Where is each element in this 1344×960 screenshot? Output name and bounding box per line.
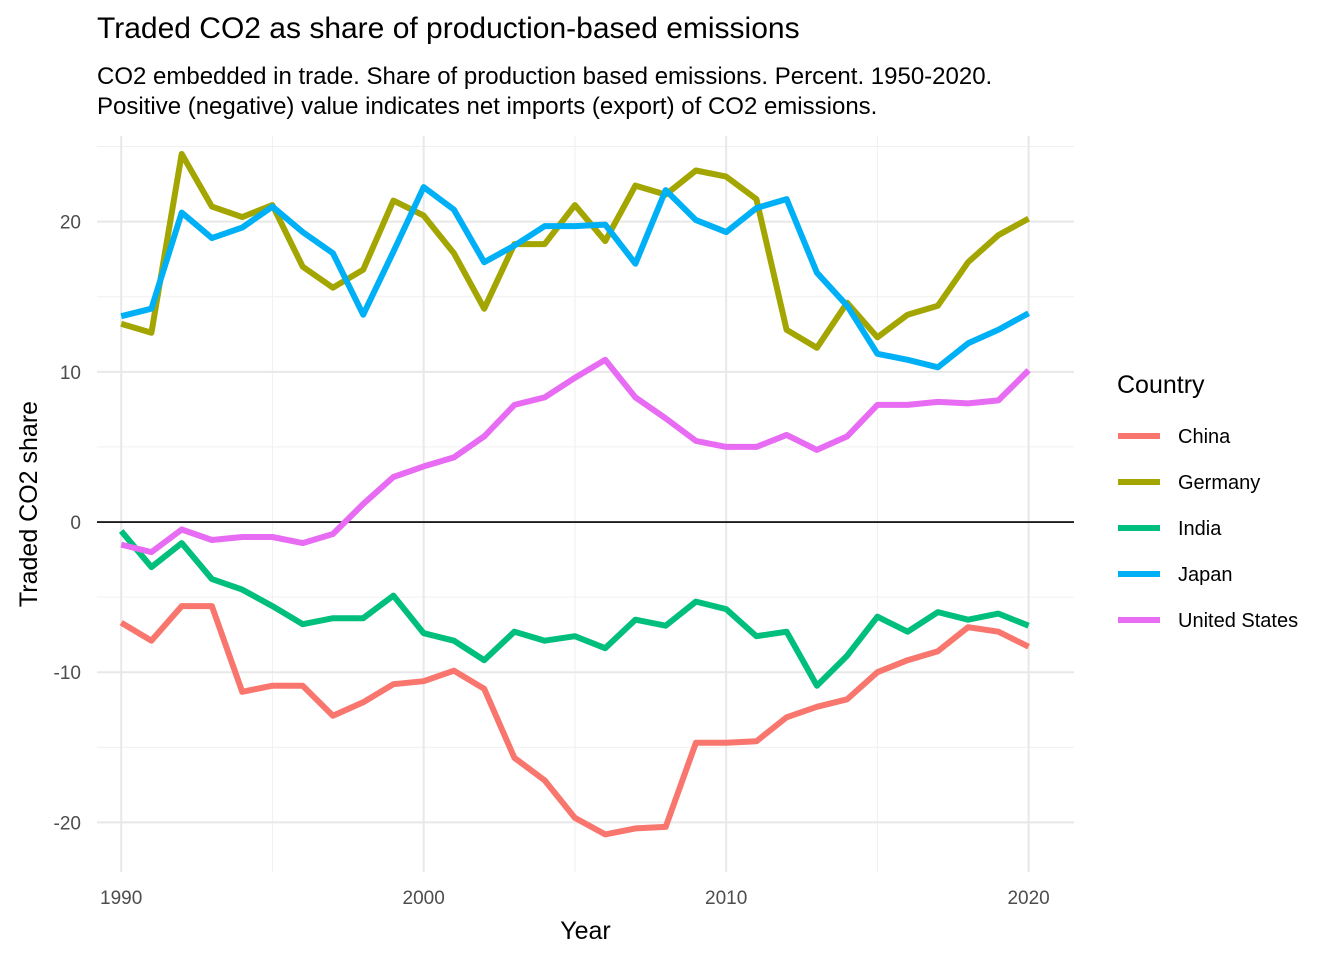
legend-label-japan: Japan <box>1178 564 1233 586</box>
series-line-india <box>118 529 1030 689</box>
subtitle-line-2: Positive (negative) value indicates net … <box>97 93 878 120</box>
y-tick-label: -10 <box>54 663 81 684</box>
chart-title: Traded CO2 as share of production-based … <box>97 12 800 45</box>
y-tick-labels: -20 -10 0 10 20 <box>54 213 81 835</box>
chart-subtitle: CO2 embedded in trade. Share of producti… <box>97 62 1247 122</box>
grid-major <box>97 136 1074 872</box>
y-tick-label: -20 <box>54 813 81 834</box>
series-line-china <box>119 603 1030 838</box>
subtitle-line-1: CO2 embedded in trade. Share of producti… <box>97 63 993 90</box>
series-line-japan <box>120 184 1031 371</box>
y-axis-title: Traded CO2 share <box>15 401 43 607</box>
series-lines <box>118 151 1031 838</box>
x-axis-title: Year <box>560 917 611 945</box>
legend-label-china: China <box>1178 426 1231 448</box>
x-tick-label: 2010 <box>705 888 747 909</box>
y-tick-label: 20 <box>60 213 81 234</box>
x-tick-labels: 1990 2000 2010 2020 <box>100 888 1050 909</box>
legend-label-united-states: United States <box>1178 610 1298 632</box>
x-tick-label: 2020 <box>1007 888 1049 909</box>
legend-label-germany: Germany <box>1178 472 1260 494</box>
x-tick-label: 1990 <box>100 888 142 909</box>
grid-minor <box>97 136 1074 872</box>
legend-title: Country <box>1117 371 1205 399</box>
y-tick-label: 0 <box>70 513 81 534</box>
x-tick-label: 2000 <box>403 888 445 909</box>
series-line-united-states <box>120 356 1031 556</box>
legend: Country China Germany India Japan United Sta… <box>1117 371 1298 632</box>
y-tick-label: 10 <box>60 363 81 384</box>
legend-label-india: India <box>1178 518 1222 540</box>
